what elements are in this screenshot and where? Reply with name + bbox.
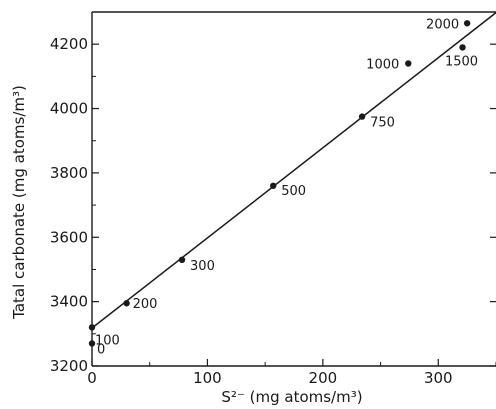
x-axis-title: S²⁻ (mg atoms/m³) (221, 388, 362, 406)
y-tick-label: 3200 (50, 357, 88, 375)
data-point (463, 20, 471, 27)
y-tick-label: 3400 (50, 293, 88, 311)
x-tick-label: 100 (193, 369, 222, 387)
x-tick-label: 300 (424, 369, 453, 387)
data-point-label: 200 (133, 297, 158, 312)
axis-ticks (91, 11, 496, 367)
x-tick-label: 0 (87, 369, 97, 387)
data-point (459, 44, 466, 51)
data-point-label: 750 (370, 116, 395, 131)
data-point-label: 0 (97, 342, 105, 357)
y-tick-label: 3600 (50, 228, 88, 246)
fit-line (91, 12, 496, 329)
y-tick-label: 3800 (50, 164, 88, 182)
data-point-label: 1000 (366, 57, 399, 72)
data-point (358, 113, 366, 120)
data-point-label: 500 (281, 184, 306, 199)
data-point (405, 60, 412, 67)
y-axis-title: Tatal carbonate (mg atoms/m³) (10, 85, 28, 320)
data-point (88, 340, 96, 347)
regression-line (91, 12, 496, 329)
x-tick-label: 200 (309, 369, 338, 387)
plot-frame (91, 11, 496, 367)
data-point-label: 1500 (445, 54, 478, 69)
data-point (88, 324, 96, 331)
data-point (270, 182, 277, 189)
y-tick-label: 4200 (50, 35, 88, 53)
data-point-label: 2000 (426, 17, 459, 32)
data-points (88, 20, 471, 347)
data-point-label: 300 (190, 259, 215, 274)
data-point (123, 300, 130, 307)
data-point (178, 256, 186, 263)
data-point-label: 100 (95, 333, 120, 348)
y-tick-label: 4000 (50, 100, 88, 118)
